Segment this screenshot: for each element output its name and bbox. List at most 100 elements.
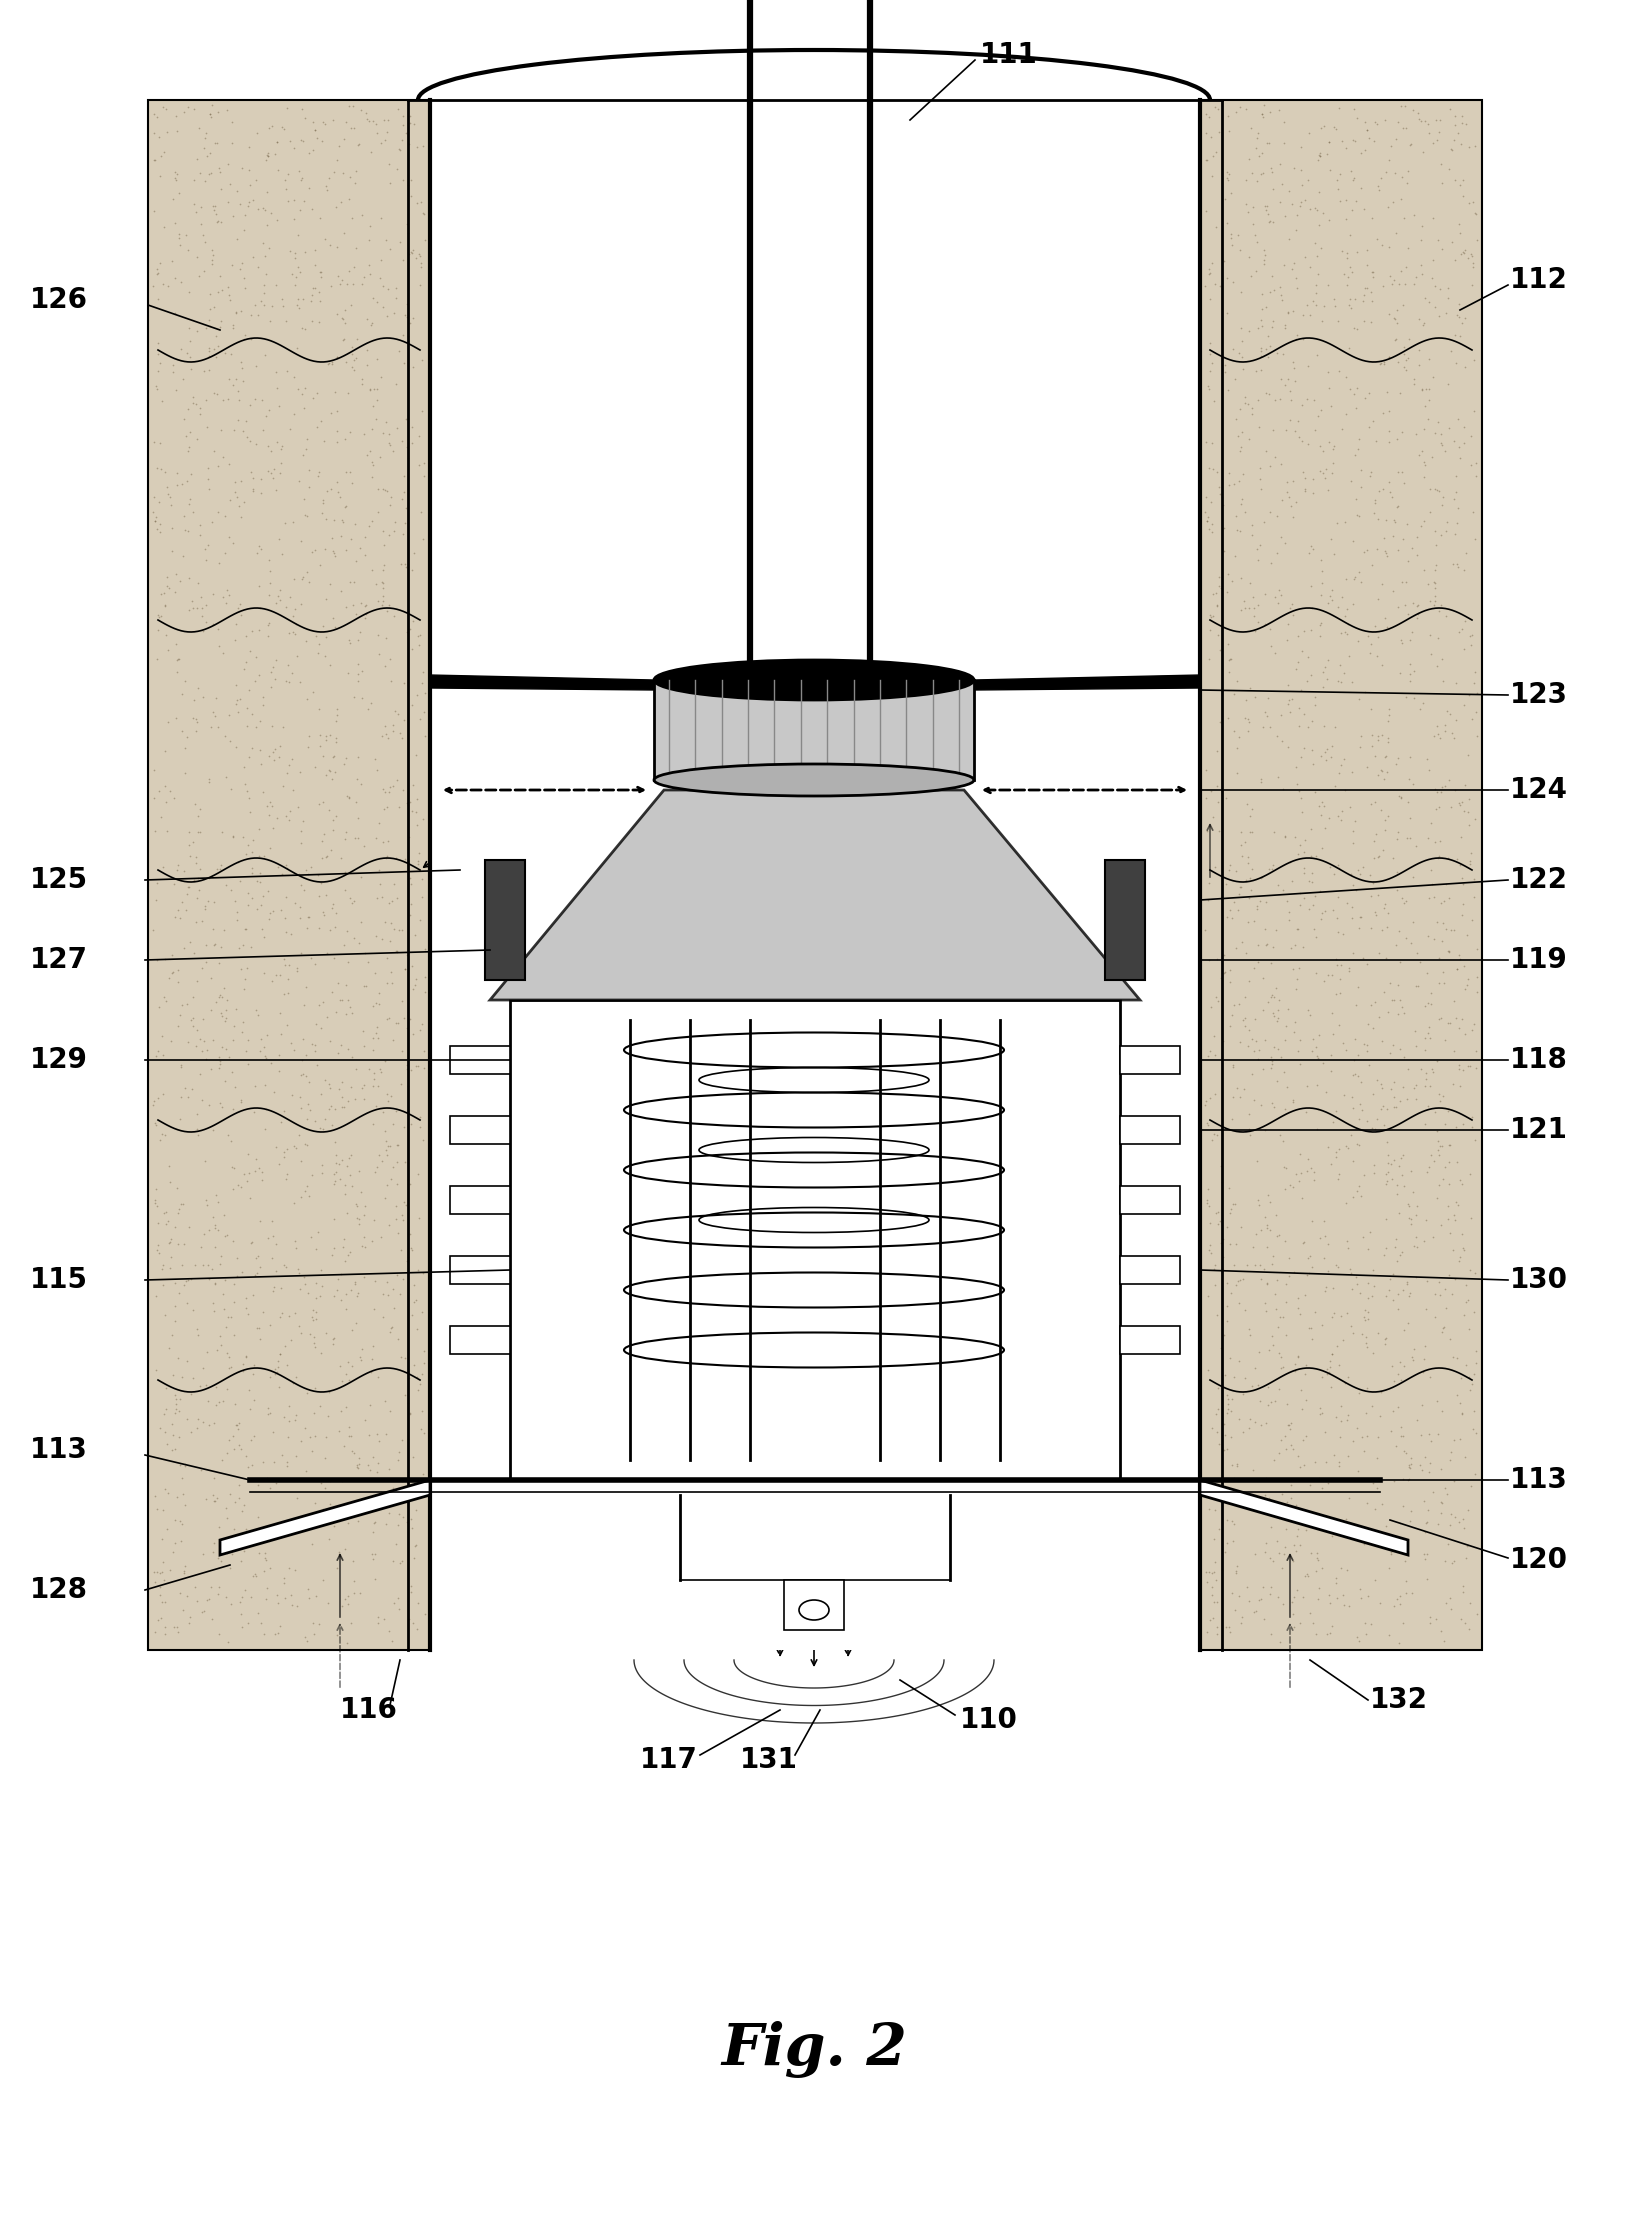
Point <box>239 1225 265 1261</box>
Point <box>345 656 371 692</box>
Point <box>1368 345 1394 380</box>
Point <box>300 380 326 416</box>
Point <box>360 1439 386 1475</box>
Point <box>1200 1599 1226 1635</box>
Point <box>412 222 438 258</box>
Point <box>347 1201 373 1237</box>
Point <box>1257 494 1283 529</box>
Point <box>260 1219 287 1254</box>
Point <box>1390 1136 1416 1172</box>
Point <box>1309 1550 1335 1586</box>
Point <box>233 1290 259 1326</box>
Point <box>1231 1072 1257 1108</box>
Point <box>195 156 221 191</box>
Point <box>217 282 243 318</box>
Point <box>1394 565 1420 600</box>
Point <box>293 623 319 658</box>
Point <box>226 863 252 898</box>
Point <box>306 692 332 727</box>
Point <box>225 478 251 514</box>
Point <box>218 872 244 907</box>
Point <box>1322 282 1348 318</box>
Point <box>1275 465 1301 500</box>
Point <box>1353 674 1379 709</box>
Point <box>301 674 327 709</box>
Point <box>1416 116 1442 151</box>
Point <box>1286 689 1312 725</box>
Point <box>1372 1279 1398 1314</box>
Point <box>1244 383 1270 418</box>
Point <box>161 865 187 901</box>
Point <box>1340 311 1366 347</box>
Point <box>1337 331 1363 367</box>
Point <box>348 267 374 302</box>
Point <box>1337 287 1363 322</box>
Point <box>402 961 428 996</box>
Point <box>238 298 264 334</box>
Point <box>230 1610 256 1646</box>
Point <box>1368 160 1394 196</box>
Point <box>208 1441 234 1477</box>
Point <box>202 698 228 734</box>
Point <box>199 231 225 267</box>
Point <box>399 1297 425 1332</box>
Point <box>317 912 344 947</box>
Point <box>189 1083 215 1119</box>
Point <box>272 1328 298 1363</box>
Point <box>1254 1406 1280 1441</box>
Point <box>409 1357 435 1392</box>
Point <box>1363 483 1389 518</box>
Point <box>1249 338 1275 374</box>
Bar <box>785 1579 843 1630</box>
Point <box>204 376 230 411</box>
Point <box>1372 1508 1398 1543</box>
Point <box>332 854 358 890</box>
Point <box>200 1199 226 1234</box>
Point <box>370 1299 396 1334</box>
Point <box>155 1203 181 1239</box>
Point <box>1428 147 1454 182</box>
Point <box>155 1510 181 1546</box>
Point <box>257 830 283 865</box>
Point <box>407 238 433 274</box>
Point <box>1434 271 1460 307</box>
Point <box>368 1054 394 1090</box>
Point <box>1231 583 1257 618</box>
Point <box>301 111 327 147</box>
Point <box>195 883 221 919</box>
Point <box>358 133 384 169</box>
Point <box>1397 741 1423 776</box>
Point <box>1346 729 1372 765</box>
Point <box>1387 983 1413 1019</box>
Point <box>1464 959 1490 994</box>
Point <box>1439 1546 1465 1581</box>
Point <box>1330 1321 1356 1357</box>
Point <box>236 1297 262 1332</box>
Point <box>392 952 418 987</box>
Point <box>256 874 282 910</box>
Point <box>1368 792 1394 827</box>
Point <box>145 1205 171 1241</box>
Point <box>387 716 414 752</box>
Point <box>243 992 269 1027</box>
Point <box>1381 262 1407 298</box>
Point <box>1263 1263 1289 1299</box>
Point <box>1271 1150 1298 1185</box>
Point <box>1324 162 1350 198</box>
Point <box>371 1383 397 1419</box>
Point <box>1345 1374 1371 1410</box>
Point <box>386 1508 412 1543</box>
Point <box>1403 1259 1429 1294</box>
Point <box>374 790 400 825</box>
Point <box>217 483 243 518</box>
Point <box>1382 505 1408 540</box>
Point <box>1387 1346 1413 1381</box>
Point <box>1283 260 1309 296</box>
Point <box>1332 772 1358 807</box>
Point <box>244 116 270 151</box>
Point <box>238 387 264 423</box>
Point <box>410 1457 436 1492</box>
Point <box>291 1410 317 1446</box>
Point <box>194 1481 220 1517</box>
Point <box>314 838 340 874</box>
